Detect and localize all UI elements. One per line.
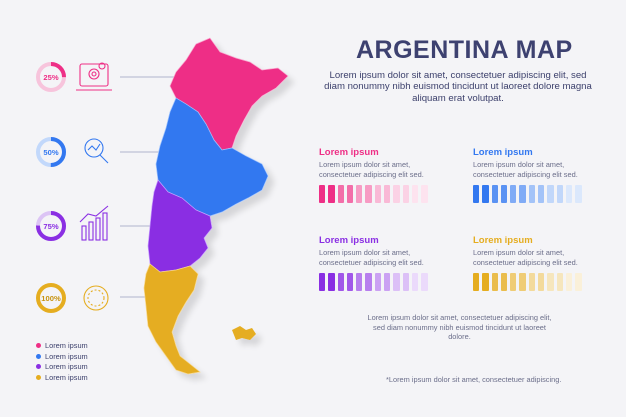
indicator-100: 100%: [36, 283, 109, 313]
map-region-south: [143, 263, 201, 375]
map-region-north: [169, 37, 289, 151]
gauge-icon: [83, 285, 109, 311]
legend-item: Lorem ipsum: [36, 351, 88, 362]
stat-bars: [319, 185, 449, 204]
stat-block-yellow: Lorem ipsum Lorem ipsum dolor sit amet, …: [473, 235, 603, 292]
legend-dot: [36, 342, 41, 348]
stat-label: Lorem ipsum: [319, 235, 379, 246]
stat-label: Lorem ipsum: [319, 147, 379, 158]
stat-bars: [473, 273, 603, 292]
stat-label: Lorem ipsum: [473, 147, 533, 158]
legend-dot: [36, 375, 41, 381]
stat-block-pink: Lorem ipsum Lorem ipsum dolor sit amet, …: [319, 147, 449, 204]
stat-label: Lorem ipsum: [473, 235, 533, 246]
page-title: ARGENTINA MAP: [356, 36, 573, 64]
indicator-50: 50%: [36, 137, 109, 167]
footnote: *Lorem ipsum dolor sit amet, consectetue…: [386, 375, 562, 384]
map-region-central: [155, 97, 269, 217]
legend-label: Lorem ipsum: [45, 340, 88, 350]
legend-label: Lorem ipsum: [45, 351, 88, 361]
map-region-patagonia: [147, 179, 213, 273]
indicator-25: 25%: [36, 62, 112, 92]
indicator-75: 75%: [36, 205, 109, 241]
map-region-islands: [232, 326, 256, 340]
stat-bars: [473, 185, 603, 204]
svg-text:25%: 25%: [43, 73, 58, 82]
svg-text:75%: 75%: [43, 222, 58, 231]
footer-paragraph: Lorem ipsum dolor sit amet, consectetuer…: [367, 313, 552, 342]
gear-laptop-icon: [76, 62, 112, 91]
legend-dot: [36, 353, 41, 359]
stat-block-blue: Lorem ipsum Lorem ipsum dolor sit amet, …: [473, 147, 603, 204]
stat-desc: Lorem ipsum dolor sit amet, consectetuer…: [473, 248, 578, 267]
legend-label: Lorem ipsum: [45, 373, 88, 383]
svg-text:50%: 50%: [43, 148, 58, 157]
stat-desc: Lorem ipsum dolor sit amet, consectetuer…: [319, 160, 424, 179]
bar-chart-trend-icon: [79, 205, 109, 241]
stat-desc: Lorem ipsum dolor sit amet, consectetuer…: [473, 160, 578, 179]
legend: Lorem ipsum Lorem ipsum Lorem ipsum Lore…: [36, 340, 88, 383]
svg-text:100%: 100%: [41, 294, 61, 303]
legend-label: Lorem ipsum: [45, 362, 88, 372]
magnifier-chart-icon: [84, 138, 109, 164]
page-subtitle: Lorem ipsum dolor sit amet, consectetuer…: [324, 70, 592, 104]
stat-block-purple: Lorem ipsum Lorem ipsum dolor sit amet, …: [319, 235, 449, 292]
argentina-map-diagram: 25% 50% 75% 100%: [36, 37, 289, 375]
legend-item: Lorem ipsum: [36, 340, 88, 351]
legend-item: Lorem ipsum: [36, 362, 88, 373]
stat-bars: [319, 273, 449, 292]
legend-item: Lorem ipsum: [36, 372, 88, 383]
stat-desc: Lorem ipsum dolor sit amet, consectetuer…: [319, 248, 424, 267]
legend-dot: [36, 364, 41, 370]
